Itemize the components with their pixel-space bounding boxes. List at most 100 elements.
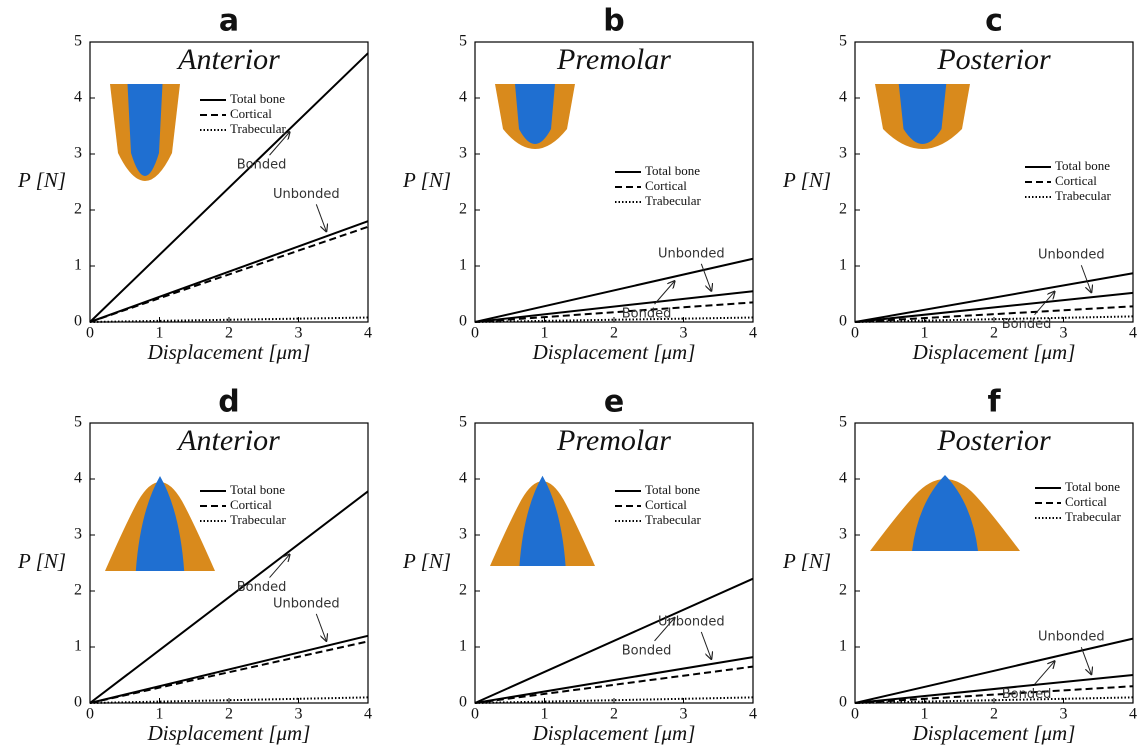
y-tick-label: 0 [74,694,82,711]
annotation: Bonded [237,580,287,595]
annotation: Bonded [1002,687,1052,702]
legend-label: Cortical [645,178,687,193]
chart-title: Posterior [936,43,1051,76]
y-tick-label: 1 [839,257,847,274]
legend-label: Total bone [230,482,285,497]
legend-label: Trabecular [230,121,287,136]
x-tick-label: 4 [1129,325,1137,342]
y-axis-label: P [N] [782,549,831,573]
x-tick-label: 3 [680,706,688,723]
series-line [89,52,369,323]
series-line [854,696,1134,704]
series-line [854,685,1134,704]
series-line [89,634,369,704]
x-axis-label: Displacement [μm] [147,340,311,364]
y-tick-label: 0 [74,313,82,330]
x-tick-label: 4 [364,325,372,342]
panel-letter: b [603,4,624,39]
x-axis-label: Displacement [μm] [912,340,1076,364]
series-line [854,272,1134,323]
x-tick-label: 1 [156,325,164,342]
x-axis-label: Displacement [μm] [532,340,696,364]
y-tick-label: 5 [74,33,82,50]
series-line [474,665,754,704]
panel-letter: d [218,385,239,420]
x-tick-label: 4 [749,706,757,723]
series-line [474,290,754,323]
tooth-icon [519,475,566,566]
y-tick-label: 3 [74,145,82,162]
x-tick-label: 1 [921,706,929,723]
x-tick-label: 2 [610,325,618,342]
x-tick-label: 1 [156,706,164,723]
y-tick-label: 0 [839,694,847,711]
x-axis-label: Displacement [μm] [532,721,696,745]
annotation-arrow [315,613,326,641]
annotation-arrow [269,555,290,578]
legend-label: Cortical [1055,173,1097,188]
tooth-icon [135,476,185,571]
series-line [474,656,754,704]
y-tick-label: 1 [459,257,467,274]
y-tick-label: 3 [459,526,467,543]
y-tick-label: 1 [839,638,847,655]
tooth-icon [515,84,555,144]
x-tick-label: 0 [86,325,94,342]
y-tick-label: 2 [839,201,847,218]
chart-title: Posterior [936,424,1051,457]
y-tick-label: 1 [74,638,82,655]
y-axis-label: P [N] [17,168,66,192]
y-tick-label: 0 [459,694,467,711]
y-tick-label: 4 [74,470,82,487]
annotation-arrow [1080,265,1091,292]
series-line [89,696,369,704]
legend-label: Trabecular [645,512,702,527]
series-line [474,301,754,323]
y-tick-label: 4 [459,89,467,106]
annotation: Unbonded [273,187,340,202]
legend-label: Cortical [230,106,272,121]
tooth-icon [898,84,947,144]
chart-title: Premolar [556,43,671,76]
x-axis-label: Displacement [μm] [912,721,1076,745]
chart-title: Anterior [176,424,280,457]
annotation: Unbonded [1038,630,1105,645]
legend-label: Total bone [1055,158,1110,173]
annotation-arrow [700,263,711,291]
annotation-arrow [700,631,711,659]
x-tick-label: 0 [851,325,859,342]
legend-label: Trabecular [230,512,287,527]
panel-letter: c [985,4,1003,39]
x-tick-label: 0 [851,706,859,723]
legend-label: Cortical [230,497,272,512]
annotation: Unbonded [1038,248,1105,263]
y-tick-label: 3 [459,145,467,162]
panel-letter: a [219,4,239,39]
annotation: Unbonded [658,246,725,261]
x-tick-label: 2 [990,325,998,342]
x-tick-label: 4 [749,325,757,342]
x-tick-label: 4 [364,706,372,723]
x-tick-label: 2 [225,706,233,723]
y-tick-label: 2 [74,582,82,599]
x-tick-label: 4 [1129,706,1137,723]
y-tick-label: 2 [459,201,467,218]
y-axis-label: P [N] [782,168,831,192]
annotation-arrow [654,618,675,642]
legend-label: Trabecular [645,193,702,208]
annotation-arrow [1034,661,1055,685]
y-tick-label: 5 [459,414,467,431]
annotation-arrow [315,204,326,231]
annotation-arrow [1080,647,1091,674]
y-tick-label: 3 [74,526,82,543]
annotation: Bonded [237,158,287,173]
y-tick-label: 2 [839,582,847,599]
x-tick-label: 1 [541,325,549,342]
x-tick-label: 3 [295,325,303,342]
panel-letter: f [987,385,1001,420]
x-tick-label: 3 [1060,706,1068,723]
y-tick-label: 5 [74,414,82,431]
series-line [89,640,369,704]
legend-label: Cortical [645,497,687,512]
y-tick-label: 0 [839,313,847,330]
